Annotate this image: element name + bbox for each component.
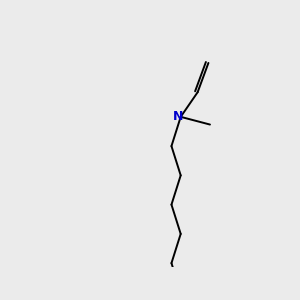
Text: N: N: [172, 110, 183, 123]
